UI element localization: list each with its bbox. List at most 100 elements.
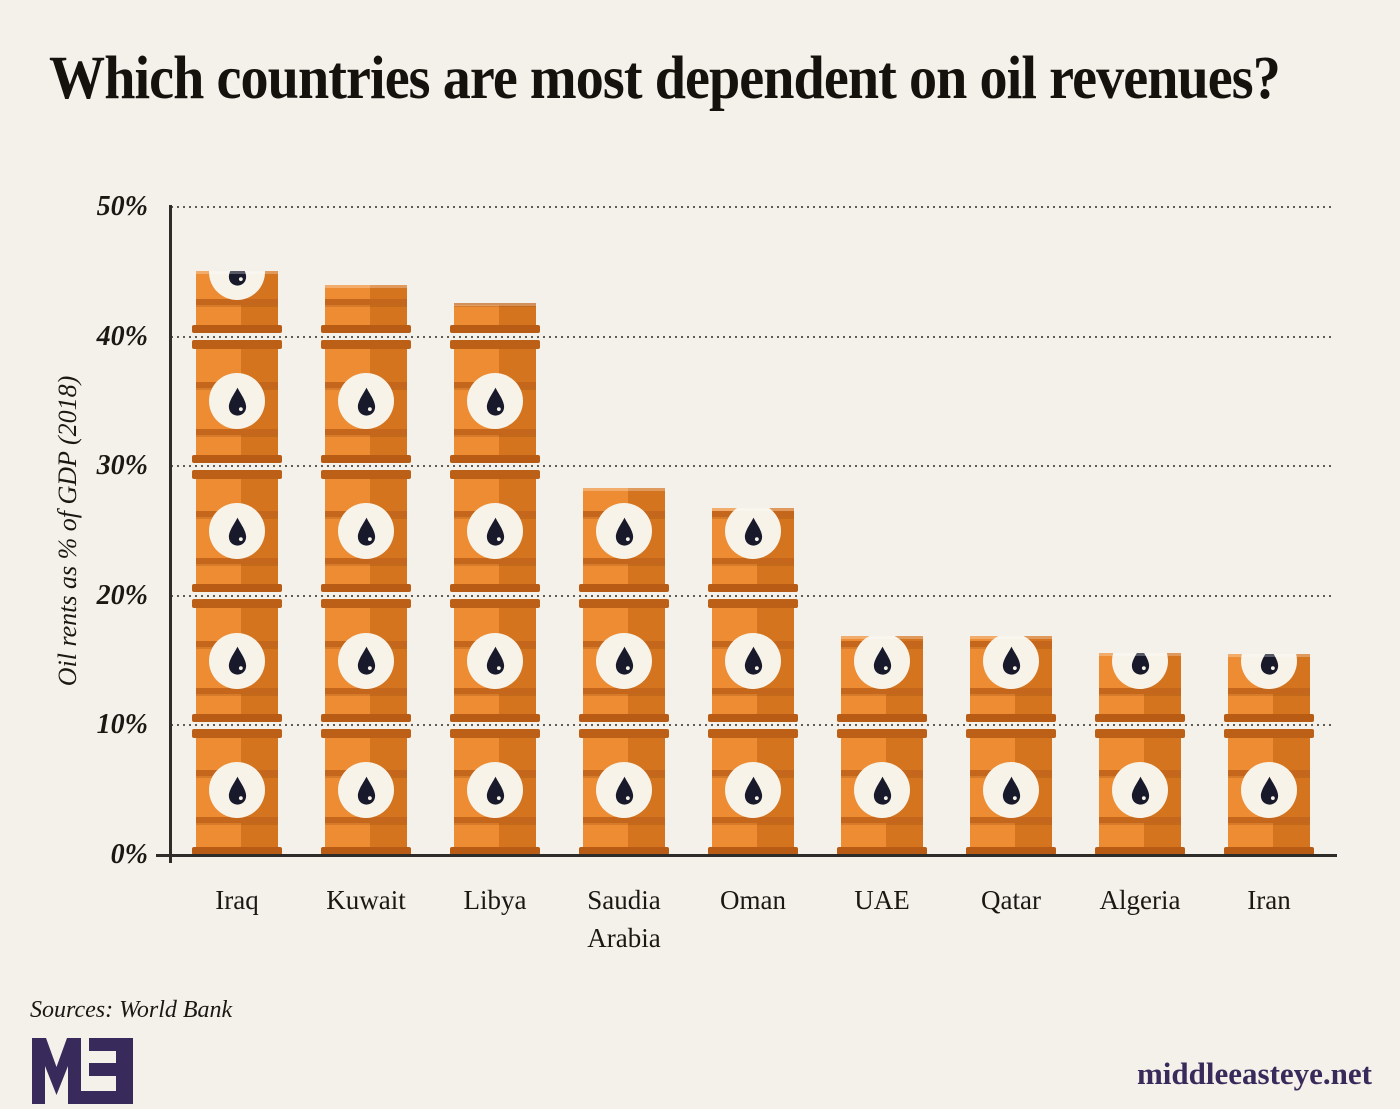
barrel-rib — [454, 302, 536, 306]
barrel-top-rim — [1224, 728, 1314, 738]
barrel-top-rim — [966, 728, 1056, 738]
oil-drop-icon — [873, 776, 891, 805]
barrel-rib — [196, 687, 278, 694]
barrel-top-rim — [192, 728, 282, 738]
oil-drop-badge — [596, 503, 652, 559]
oil-drop-badge — [1112, 762, 1168, 819]
barrel-top-rim — [321, 728, 411, 738]
x-label-oman: Oman — [720, 885, 786, 915]
gridline-20pct — [171, 594, 1334, 597]
barrel-segment — [321, 284, 411, 334]
barrel-rib — [1099, 817, 1181, 823]
y-tick-label: 20% — [96, 579, 148, 611]
barrel-rib — [196, 299, 278, 306]
sources-note: Sources: World Bank — [30, 997, 233, 1023]
barrel-rib — [712, 817, 794, 823]
barrel-rib — [583, 817, 665, 823]
oil-drop-badge — [854, 762, 910, 819]
bar-saudia-arabia — [579, 488, 669, 855]
oil-drop-badge — [983, 762, 1039, 819]
oil-drop-badge — [596, 762, 652, 819]
barrel-rib — [325, 428, 407, 435]
oil-drop-icon — [1131, 776, 1149, 805]
barrel-shading — [370, 284, 407, 333]
barrel-top-rim — [450, 469, 540, 479]
bar-libya — [450, 302, 540, 855]
barrel-rib — [325, 817, 407, 823]
gridline-30pct — [171, 465, 1334, 468]
oil-drop-icon — [486, 646, 504, 675]
oil-drop-icon — [486, 517, 504, 546]
oil-drop-icon — [228, 776, 246, 805]
y-axis-line — [169, 205, 172, 863]
gridline-50pct — [171, 206, 1334, 208]
barrel-bottom-rim — [450, 325, 540, 334]
oil-drop-icon — [228, 270, 246, 286]
oil-drop-icon — [486, 387, 504, 416]
barrel-top-rim — [579, 599, 669, 609]
barrel-bottom-rim — [192, 713, 282, 722]
barrel-segment — [450, 302, 540, 334]
y-tick-label: 40% — [96, 320, 148, 352]
x-label-kuwait: Kuwait — [326, 885, 406, 915]
website-link[interactable]: middleeasteye.net — [1136, 1056, 1372, 1091]
barrel-bottom-rim — [579, 847, 669, 855]
barrel-bottom-rim — [708, 713, 798, 722]
x-label-iraq: Iraq — [215, 885, 259, 915]
x-label-saudia-arabia: Saudia Arabia — [587, 885, 661, 953]
y-tick-label: 30% — [96, 450, 148, 482]
oil-drop-badge — [725, 507, 781, 559]
oil-drop-badge — [338, 762, 394, 819]
barrel-top-rim — [450, 728, 540, 738]
barrel-bottom-rim — [1095, 713, 1185, 722]
oil-drop-icon — [744, 646, 762, 675]
oil-drop-icon — [873, 646, 891, 675]
barrel-top-rim — [579, 728, 669, 738]
barrel-bottom-rim — [450, 454, 540, 463]
oil-drop-icon — [615, 646, 633, 675]
barrel-rib — [454, 558, 536, 565]
oil-drop-badge — [338, 373, 394, 430]
x-label-qatar: Qatar — [981, 885, 1041, 915]
mee-logo-icon — [32, 1038, 133, 1104]
y-tick-label: 10% — [96, 709, 148, 741]
x-label-uae: UAE — [854, 885, 910, 915]
barrel-bottom-rim — [321, 584, 411, 593]
barrel-rib — [196, 558, 278, 565]
barrel-rib — [583, 687, 665, 694]
barrel-rib — [583, 558, 665, 565]
barrel-top-rim — [450, 340, 540, 350]
oil-drop-icon — [357, 646, 375, 675]
oil-drop-icon — [228, 646, 246, 675]
mee-logo — [30, 1036, 134, 1109]
barrel-rib — [712, 558, 794, 565]
gridline-40pct — [171, 335, 1334, 338]
barrel-segment — [192, 728, 282, 855]
barrel-rib — [970, 817, 1052, 823]
oil-drop-icon — [1260, 776, 1278, 805]
bar-oman — [708, 507, 798, 855]
oil-drop-icon — [228, 387, 246, 416]
barrel-bottom-rim — [579, 713, 669, 722]
barrel-bottom-rim — [708, 847, 798, 855]
barrel-body — [325, 284, 407, 333]
barrel-top-rim — [192, 340, 282, 350]
bar-uae — [837, 635, 927, 855]
barrel-rib — [970, 687, 1052, 694]
bar-iraq — [192, 270, 282, 855]
bar-iran — [1224, 654, 1314, 855]
oil-drop-badge — [209, 503, 265, 559]
oil-drop-badge — [338, 503, 394, 559]
oil-drop-icon — [1260, 654, 1278, 675]
oil-drop-badge — [338, 632, 394, 689]
barrel-top-rim — [192, 599, 282, 609]
barrel-bottom-rim — [321, 713, 411, 722]
x-axis-line — [156, 854, 1337, 857]
bar-kuwait — [321, 284, 411, 855]
barrel-rib — [454, 817, 536, 823]
oil-drop-icon — [486, 776, 504, 805]
barrel-top-rim — [321, 469, 411, 479]
barrel-rib — [1228, 687, 1310, 694]
barrel-top-rim — [450, 599, 540, 609]
oil-drop-icon — [615, 517, 633, 546]
